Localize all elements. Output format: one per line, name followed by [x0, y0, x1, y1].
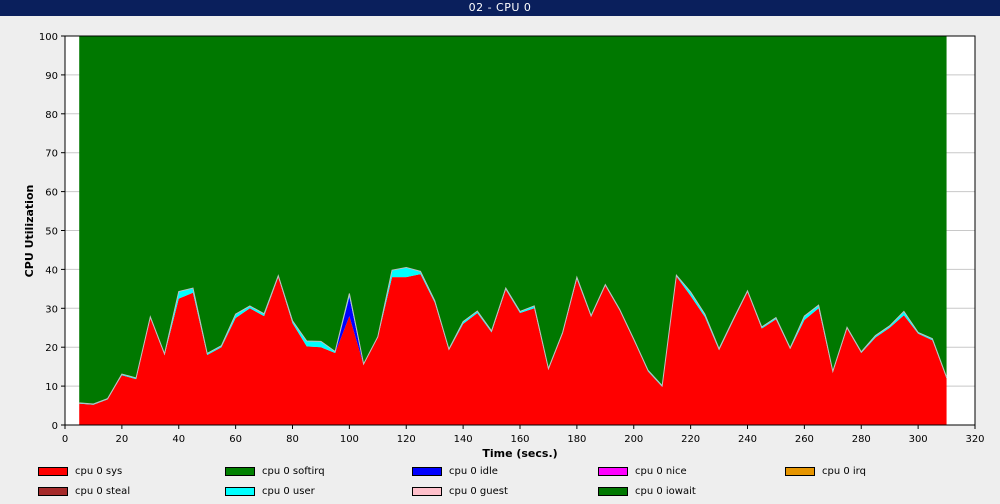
y-tick-label: 60 — [45, 188, 58, 199]
x-tick-label: 280 — [852, 434, 871, 445]
x-tick-label: 120 — [397, 434, 416, 445]
legend-swatch — [412, 467, 442, 476]
y-tick-label: 100 — [39, 32, 58, 43]
x-axis-label: Time (secs.) — [482, 447, 557, 460]
y-tick-label: 20 — [45, 343, 58, 354]
legend-label: cpu 0 user — [262, 486, 315, 497]
y-tick-label: 70 — [45, 149, 58, 160]
legend-label: cpu 0 softirq — [262, 466, 325, 477]
legend-swatch — [225, 467, 255, 476]
x-tick-label: 260 — [795, 434, 814, 445]
legend-swatch — [598, 487, 628, 496]
legend-label: cpu 0 iowait — [635, 486, 696, 497]
window-title: 02 - CPU 0 — [0, 0, 1000, 16]
legend-swatch — [785, 467, 815, 476]
legend-label: cpu 0 irq — [822, 466, 866, 477]
legend-label: cpu 0 sys — [75, 466, 123, 477]
y-tick-label: 30 — [45, 304, 58, 315]
y-axis-label: CPU Utilization — [23, 185, 36, 278]
x-tick-label: 220 — [681, 434, 700, 445]
y-tick-label: 40 — [45, 265, 58, 276]
x-tick-label: 200 — [624, 434, 643, 445]
legend-swatch — [598, 467, 628, 476]
cpu-utilization-chart: 0 10 20 30 40 50 60 70 80 90 100 0 20 40 60 80 100 120 140… — [23, 32, 985, 460]
x-tick-label: 0 — [62, 434, 68, 445]
legend-label: cpu 0 guest — [449, 486, 508, 497]
y-tick-label: 10 — [45, 382, 58, 393]
y-tick-label: 80 — [45, 110, 58, 121]
x-tick-label: 240 — [738, 434, 757, 445]
area-cpu-0-iowait — [79, 36, 947, 404]
x-tick-label: 300 — [909, 434, 928, 445]
x-tick-label: 80 — [286, 434, 299, 445]
x-tick-label: 40 — [172, 434, 185, 445]
legend-swatch — [412, 487, 442, 496]
area-cpu-0-sys — [79, 274, 947, 425]
y-tick-label: 50 — [45, 227, 58, 238]
stack-outline — [79, 266, 948, 405]
x-tick-label: 20 — [116, 434, 129, 445]
x-tick-label: 320 — [965, 434, 984, 445]
x-tick-label: 160 — [510, 434, 529, 445]
legend-label: cpu 0 steal — [75, 486, 131, 497]
x-tick-label: 60 — [229, 434, 242, 445]
legend-label: cpu 0 nice — [635, 466, 687, 477]
x-tick-label: 140 — [454, 434, 473, 445]
x-tick-label: 180 — [567, 434, 586, 445]
y-tick-label: 90 — [45, 71, 58, 82]
legend-label: cpu 0 idle — [449, 466, 498, 477]
legend-swatch — [225, 487, 255, 496]
chart-legend: cpu 0 sys cpu 0 softirq cpu 0 idle cpu 0 ni… — [0, 460, 1000, 504]
legend-swatch — [38, 467, 68, 476]
legend-swatch — [38, 487, 68, 496]
x-tick-label: 100 — [340, 434, 359, 445]
y-tick-label: 0 — [52, 421, 58, 432]
